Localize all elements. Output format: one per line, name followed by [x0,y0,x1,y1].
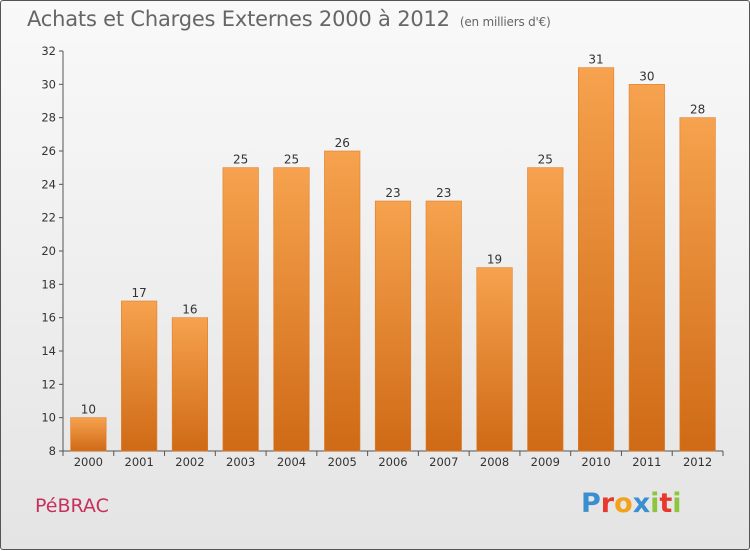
brand-letter: r [600,488,615,519]
x-tick-label: 2010 [581,455,610,469]
y-tick-label: 28 [41,111,56,125]
bar-2007 [425,200,462,452]
data-label: 28 [690,103,705,117]
data-label: 30 [639,69,654,83]
x-tick-label: 2003 [226,455,255,469]
chart-title: Achats et Charges Externes 2000 à 2012 (e… [27,7,551,31]
data-label: 16 [182,303,197,317]
y-tick-label: 26 [41,144,56,158]
bar-2009 [527,167,564,452]
x-tick-label: 2006 [378,455,407,469]
data-label: 25 [233,153,248,167]
data-label: 10 [81,403,96,417]
data-label: 23 [385,186,400,200]
bar-2003 [222,167,259,452]
data-label: 26 [335,136,350,150]
bar-2010 [578,67,615,452]
bar-2005 [324,150,361,452]
y-tick-label: 32 [41,44,56,58]
x-tick-label: 2005 [328,455,357,469]
bar-2001 [121,300,158,452]
bars [70,67,716,452]
y-tick-label: 18 [41,277,56,291]
bar-2011 [628,84,665,452]
x-tick-label: 2012 [683,455,712,469]
data-label: 31 [588,53,603,67]
x-tick-label: 2007 [429,455,458,469]
y-tick-label: 12 [41,377,56,391]
bar-2000 [70,417,107,452]
y-tick-label: 22 [41,211,56,225]
x-tick-label: 2009 [531,455,560,469]
x-tick-label: 2004 [277,455,306,469]
x-tick-label: 2011 [632,455,661,469]
y-tick-label: 10 [41,411,56,425]
y-tick-label: 16 [41,311,56,325]
brand-letter: i [650,488,660,519]
chart-subtitle: (en milliers d'€) [459,15,551,29]
x-tick-label: 2002 [175,455,204,469]
x-tick-label: 2001 [125,455,154,469]
axes: 8 10 12 14 16 18 20 22 24 26 28 30 32 2000 2001 2002 200… [41,44,724,469]
chart-title-text: Achats et Charges Externes 2000 à 2012 [27,7,450,31]
brand-letter: i [672,488,682,519]
x-tick-label: 2008 [480,455,509,469]
data-label: 17 [132,286,147,300]
brand-letter: t [659,488,673,519]
y-tick-label: 8 [49,444,56,458]
data-label: 25 [284,153,299,167]
brand-logo: Proxiti [581,488,682,519]
bar-2004 [273,167,310,452]
commune-name: PéBRAC [35,495,109,517]
y-tick-label: 24 [41,177,56,191]
brand-letter: P [581,488,601,519]
data-labels: 10 17 16 25 25 26 23 23 19 25 31 30 28 [81,53,706,417]
bar-2006 [374,200,412,452]
data-label: 23 [436,186,451,200]
data-label: 25 [538,153,553,167]
y-tick-label: 20 [41,244,56,258]
bar-2012 [679,117,716,452]
data-label: 19 [487,253,502,267]
bar-2008 [476,267,513,452]
y-tick-label: 30 [41,77,56,91]
bar-2002 [171,317,208,452]
brand-letter: x [632,488,651,519]
brand-letter: o [614,488,633,519]
x-tick-label: 2000 [74,455,103,469]
y-tick-label: 14 [41,344,56,358]
